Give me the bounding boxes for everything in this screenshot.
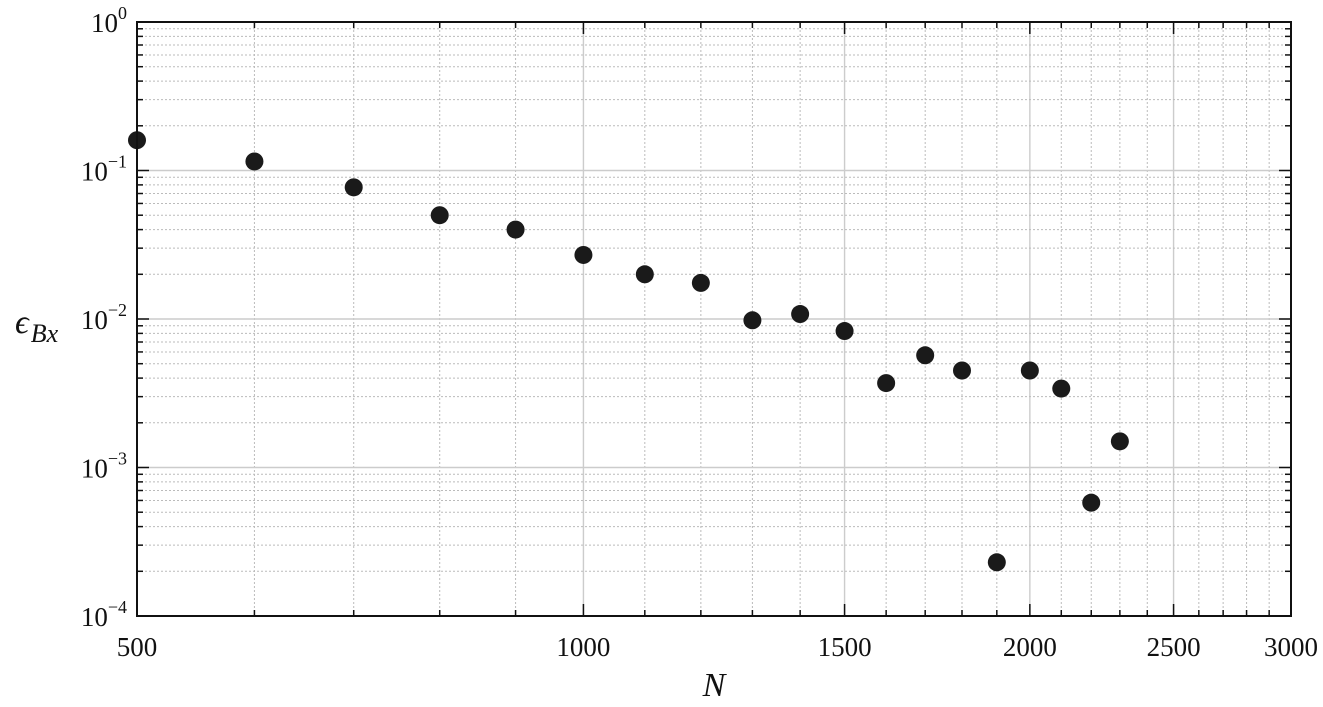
tick-layer xyxy=(136,21,1292,617)
y-tick-label: 10−4 xyxy=(81,597,127,632)
data-point xyxy=(877,374,896,393)
y-tick-label-exponent: 0 xyxy=(118,3,127,23)
y-axis-title-subscript: Bx xyxy=(31,319,59,348)
x-tick-label: 2500 xyxy=(1147,632,1201,662)
x-tick-label: 1000 xyxy=(556,632,610,662)
data-point xyxy=(952,361,971,380)
y-tick-label-base: 10 xyxy=(81,157,108,187)
x-axis-title: N xyxy=(702,667,728,704)
data-point xyxy=(791,305,810,324)
y-tick-label-exponent: −4 xyxy=(108,597,127,617)
tick-label-layer: 500 1000 1500 2000 2500 300010010−110−210−310… xyxy=(81,3,1318,662)
data-point xyxy=(1052,379,1071,398)
y-tick-label: 10−1 xyxy=(81,152,127,187)
y-tick-label-base: 10 xyxy=(91,8,118,38)
y-axis-title: ϵBx xyxy=(15,304,59,348)
y-tick-label-base: 10 xyxy=(81,305,108,335)
x-tick-label: 500 xyxy=(117,632,158,662)
data-point xyxy=(916,346,935,365)
data-point xyxy=(987,553,1006,572)
data-point xyxy=(1020,361,1039,380)
y-tick-label-exponent: −3 xyxy=(108,449,127,469)
y-tick-label-base: 10 xyxy=(81,602,108,632)
x-tick-label: 1500 xyxy=(818,632,872,662)
data-point xyxy=(430,206,449,225)
data-point xyxy=(574,245,593,264)
data-point xyxy=(344,178,363,197)
data-point xyxy=(691,273,710,292)
data-point xyxy=(1110,432,1129,451)
data-point xyxy=(506,220,525,239)
data-point xyxy=(245,152,264,171)
y-tick-label-exponent: −1 xyxy=(108,152,127,172)
grid-layer xyxy=(137,22,1291,616)
y-tick-label-base: 10 xyxy=(81,454,108,484)
data-point xyxy=(635,265,654,284)
data-point xyxy=(1082,493,1101,512)
y-tick-label: 10−3 xyxy=(81,449,127,484)
y-tick-label: 10−2 xyxy=(81,300,127,335)
marker-layer xyxy=(128,131,1129,572)
x-tick-label: 3000 xyxy=(1264,632,1318,662)
y-tick-label-exponent: −2 xyxy=(108,300,127,320)
data-point xyxy=(835,322,854,341)
data-point xyxy=(743,311,762,330)
x-tick-label: 2000 xyxy=(1003,632,1057,662)
y-tick-label: 100 xyxy=(91,3,127,38)
y-axis-title-base: ϵ xyxy=(15,304,30,341)
